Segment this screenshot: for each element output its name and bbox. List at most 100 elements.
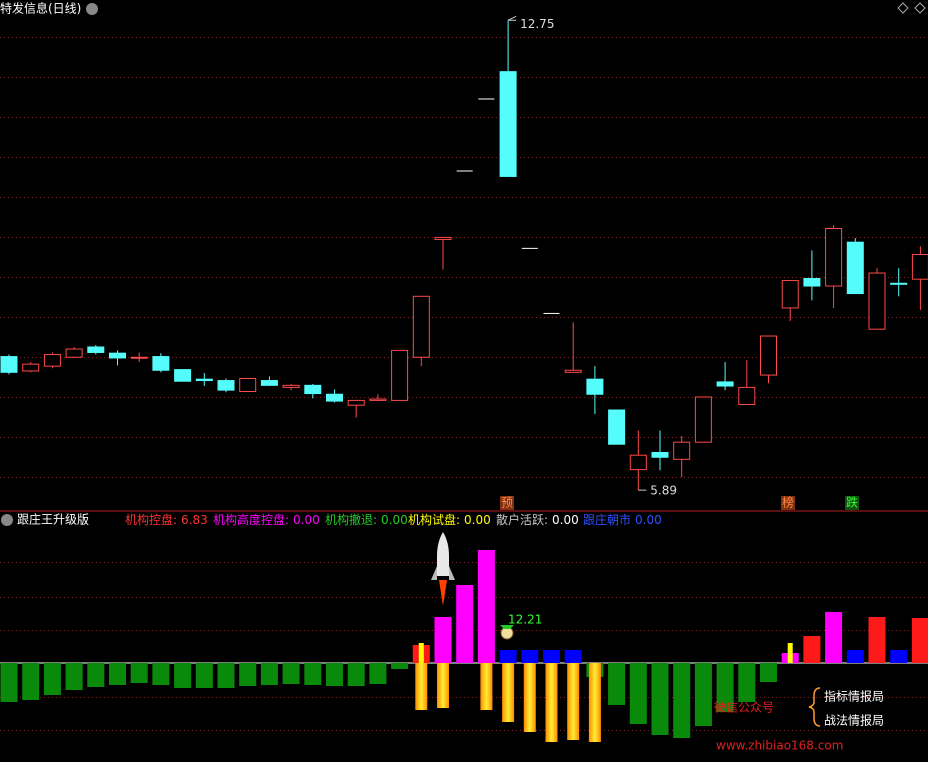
legend-entry: 跟庄朝市 0.00	[583, 512, 662, 527]
indicator-bar	[608, 663, 626, 705]
candle-body	[825, 227, 843, 287]
indicator-bar	[651, 663, 669, 735]
indicator-bar	[152, 663, 170, 685]
indicator-bar	[673, 663, 691, 738]
indicator-bar	[564, 650, 582, 663]
indicator-bar	[239, 663, 257, 686]
grid	[0, 37, 928, 731]
indicator-bar	[217, 663, 235, 688]
candle-body	[109, 352, 126, 359]
candle-body	[846, 241, 864, 295]
indicator-bar	[437, 663, 449, 708]
rocket-icon	[431, 532, 455, 606]
signal-label: 榜	[782, 495, 794, 510]
legend-name: 机构高度控盘:	[213, 512, 289, 527]
candle-body	[586, 378, 604, 395]
candle-body	[195, 378, 213, 382]
signal-box	[500, 496, 514, 510]
watermark-name: 战法情报局	[824, 713, 884, 728]
indicator-bar	[477, 550, 495, 663]
high-label: 12.75	[520, 17, 554, 31]
watermark-wechat: 微信公众号	[714, 701, 774, 715]
indicator-bar	[22, 663, 40, 700]
legend-value: 0.00	[464, 513, 491, 527]
indicator-title: 跟庄王升级版	[17, 512, 89, 527]
candle-body	[716, 381, 734, 387]
indicator-bar	[260, 663, 278, 685]
indicator-bar	[694, 663, 712, 726]
legend-entry: 机构控盘: 6.83	[125, 512, 208, 527]
candle-body	[239, 377, 257, 393]
dropdown-icon[interactable]	[1, 514, 13, 526]
legend-name: 跟庄朝市	[583, 512, 631, 527]
indicator-bar	[456, 585, 474, 663]
candle-body	[217, 380, 235, 391]
indicator-bar	[629, 663, 647, 724]
candle-body	[890, 282, 908, 285]
indicator-bar	[521, 650, 539, 663]
indicator-bar	[523, 663, 536, 732]
high-pointer	[507, 15, 517, 21]
candle-body	[760, 335, 777, 376]
candle-body	[391, 349, 409, 401]
indicator-bar	[174, 663, 192, 688]
indicator-bar	[588, 663, 601, 742]
candle-body	[868, 272, 886, 330]
indicator-bar	[911, 618, 928, 663]
candle-body	[65, 348, 83, 358]
indicator-bar	[480, 663, 493, 710]
legend-entry: 散户活跃: 0.00	[496, 512, 579, 527]
legend-value: 6.83	[181, 513, 208, 527]
legend-value: 0.00	[552, 513, 579, 527]
candle-body	[87, 346, 105, 353]
indicator-bar	[87, 663, 105, 687]
watermark-url: www.zhibiao168.com	[716, 739, 843, 753]
indicator-bar	[347, 663, 365, 686]
chart-title: 特发信息(日线)	[0, 1, 81, 16]
legend-entry: 机构高度控盘: 0.00	[213, 512, 320, 527]
indicator-bar	[282, 663, 300, 684]
dropdown-icon[interactable]	[86, 3, 98, 15]
indicator-bar	[567, 663, 580, 740]
indicator-bar	[0, 663, 18, 702]
candle-body	[651, 451, 669, 458]
candle-body	[22, 363, 40, 372]
indicator-bar	[326, 663, 343, 686]
indicator-bar	[738, 663, 756, 702]
candle-body	[174, 369, 192, 382]
candle-body	[369, 398, 387, 401]
candle-body	[434, 236, 452, 240]
indicator-bar	[415, 663, 428, 710]
candle-body	[347, 399, 365, 406]
legend-entry: 机构试盘: 0.00	[408, 512, 491, 527]
legend-value: 0.00	[635, 513, 662, 527]
candle-body	[781, 280, 799, 309]
money-bag-icon	[500, 625, 514, 640]
candle-body	[673, 441, 691, 460]
legend-value: 0.00	[293, 513, 320, 527]
candle-body	[260, 380, 278, 386]
legend-name: 机构控盘:	[125, 512, 177, 527]
signal-box	[781, 496, 795, 510]
indicator-bar	[391, 663, 409, 669]
candle-body	[304, 384, 322, 395]
indicator-bar	[545, 663, 558, 742]
candle-body	[152, 356, 170, 371]
indicator-bar	[304, 663, 322, 685]
indicator-bar	[369, 663, 387, 684]
watermark-name: 指标情报局	[824, 689, 884, 704]
indicator-bar	[890, 650, 908, 663]
legend-name: 散户活跃:	[496, 512, 548, 527]
indicator-bar	[825, 612, 843, 663]
indicator-bar	[760, 663, 777, 682]
indicator-bar	[109, 663, 126, 685]
candle-body	[499, 71, 517, 177]
window-icon[interactable]	[897, 2, 909, 14]
candle-body	[629, 454, 647, 471]
window-icon[interactable]	[914, 2, 926, 14]
indicator-bar	[716, 663, 734, 712]
annotation: 12.21	[508, 613, 542, 627]
candle-body	[0, 356, 18, 373]
indicator-bar	[502, 663, 515, 722]
